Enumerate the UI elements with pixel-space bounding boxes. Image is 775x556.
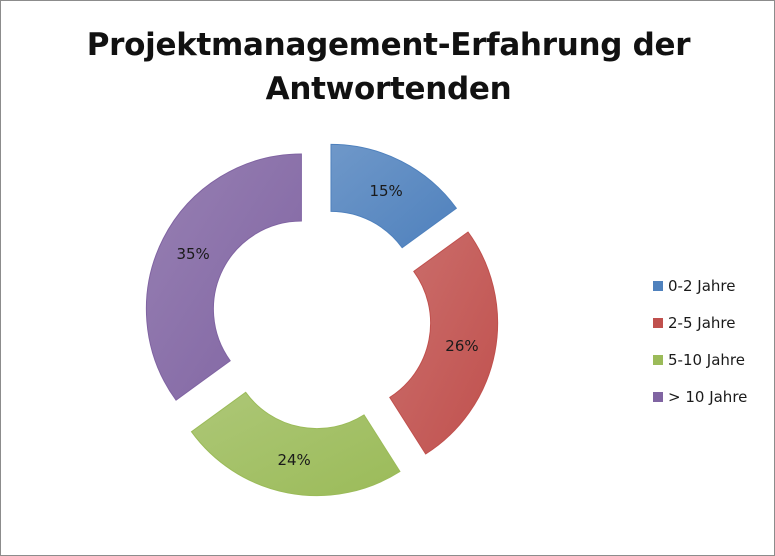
legend-label-0-2-jahre: 0-2 Jahre (668, 276, 736, 295)
legend-swatch-10-jahre (653, 391, 663, 402)
legend-label-2-5-jahre: 2-5 Jahre (668, 313, 736, 332)
data-label-5-10-jahre: 24% (277, 451, 310, 469)
data-label-0-2-jahre: 15% (369, 182, 402, 200)
data-label-10-jahre: 35% (176, 245, 209, 263)
legend-swatch-2-5-jahre (653, 317, 663, 328)
slice-5-10-jahre (190, 391, 401, 497)
legend-swatch-0-2-jahre (653, 280, 663, 291)
legend-label-10-jahre: > 10 Jahre (668, 387, 748, 406)
legend-item-5-10-jahre: 5-10 Jahre (653, 341, 768, 378)
slice-10-jahre (145, 153, 302, 401)
legend-item-10-jahre: > 10 Jahre (653, 378, 768, 415)
legend-label-5-10-jahre: 5-10 Jahre (668, 350, 745, 369)
doughnut-slices (145, 143, 499, 497)
data-label-2-5-jahre: 26% (445, 337, 478, 355)
legend-item-0-2-jahre: 0-2 Jahre (653, 267, 768, 304)
legend: 0-2 Jahre 2-5 Jahre 5-10 Jahre > 10 Jahre (653, 267, 768, 415)
slice-2-5-jahre (389, 231, 499, 455)
chart-title: Projektmanagement-Erfahrung der Antworte… (86, 27, 691, 107)
slice-0-2-jahre (330, 143, 458, 249)
data-labels: 15% 26% 24% 35% (176, 182, 478, 469)
legend-item-2-5-jahre: 2-5 Jahre (653, 304, 768, 341)
legend-swatch-5-10-jahre (653, 354, 663, 365)
